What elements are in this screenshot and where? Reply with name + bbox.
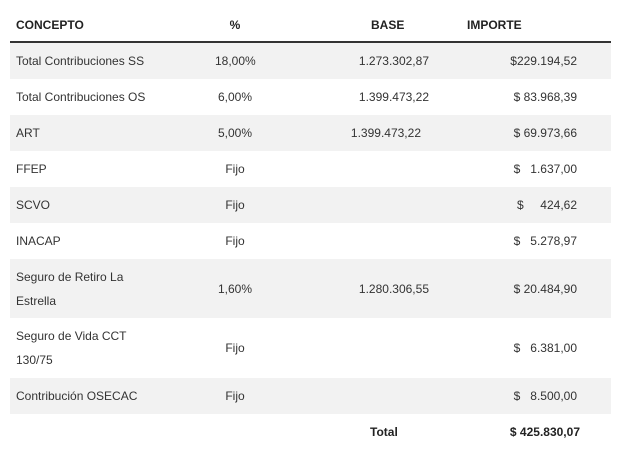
- header-cell: IMPORTE: [467, 17, 522, 32]
- table-row: SCVO Fijo $ 424,62: [10, 187, 611, 223]
- cell: 1.399.473,22: [350, 126, 421, 140]
- cell: 6,00%: [217, 90, 253, 104]
- cell: Contribución OSECAC: [16, 389, 138, 403]
- cell: FFEP: [16, 162, 47, 176]
- cell: INACAP: [16, 234, 61, 248]
- cell: Fijo: [225, 234, 245, 248]
- total-label: Total: [370, 425, 398, 439]
- cell: $229.194,52: [510, 54, 577, 68]
- table-row: Seguro de Retiro La Estrella 1,60% 1.280.3…: [10, 259, 611, 318]
- cell: $ 5.278,97: [513, 234, 577, 248]
- table-row: Contribución OSECAC Fijo $ 8.500,00: [10, 378, 611, 414]
- cell: 1.273.302,87: [358, 54, 429, 68]
- cell: Fijo: [225, 162, 245, 176]
- cell: 1,60%: [217, 281, 253, 296]
- cell: $ 8.500,00: [513, 389, 577, 403]
- header-cell: BASE: [371, 17, 405, 32]
- cell: $ 20.484,90: [513, 281, 577, 296]
- table-row: ART 5,00% 1.399.473,22 $ 69.973,66: [10, 115, 611, 151]
- header-row: CONCEPTO% BASE IMPORTE: [10, 8, 611, 43]
- total-row: Total $ 425.830,07: [10, 414, 611, 450]
- cell: $ 6.381,00: [513, 341, 577, 355]
- cell: 1.399.473,22: [358, 90, 429, 104]
- cell: Fijo: [225, 389, 245, 403]
- total-value: $ 425.830,07: [509, 425, 580, 439]
- cell: Total Contribuciones OS: [16, 90, 146, 104]
- table-row: Total Contribuciones SS 18,00% 1.273.302,8…: [10, 43, 611, 79]
- table-row: Seguro de Vida CCT 130/75 Fijo $ 6.381,00: [10, 318, 611, 378]
- table-row: INACAP Fijo $ 5.278,97: [10, 223, 611, 259]
- cell: $ 83.968,39: [513, 90, 577, 104]
- cell: 1.280.306,55: [358, 281, 429, 296]
- table-row: FFEP Fijo $ 1.637,00: [10, 151, 611, 187]
- cell: $ 1.637,00: [513, 162, 577, 176]
- table-row: Total Contribuciones OS 6,00% 1.399.473,22…: [10, 79, 611, 115]
- cell: $ 424,62: [516, 198, 577, 212]
- cell: Seguro de Retiro La Estrella: [16, 269, 124, 308]
- cell: 18,00%: [215, 54, 256, 68]
- cell: Seguro de Vida CCT 130/75: [16, 329, 127, 367]
- cell: Total Contribuciones SS: [16, 54, 145, 68]
- header-cell: CONCEPTO: [16, 17, 84, 32]
- cell: Fijo: [225, 198, 245, 212]
- cell: ART: [16, 126, 40, 140]
- cell: Fijo: [225, 341, 245, 355]
- cell: $ 69.973,66: [513, 126, 577, 140]
- cell: 5,00%: [217, 126, 253, 140]
- cell: SCVO: [16, 198, 51, 212]
- header-cell: %: [229, 17, 241, 32]
